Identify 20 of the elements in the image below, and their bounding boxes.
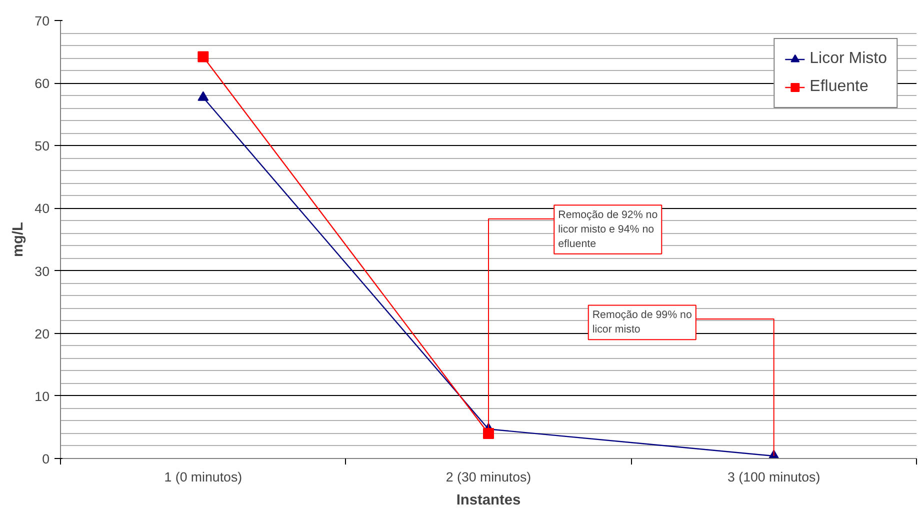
- point: [198, 91, 209, 101]
- point: [483, 428, 494, 439]
- point: [198, 51, 209, 62]
- y-tick-label: 60: [34, 76, 50, 92]
- annotation: Remoção de 99% no licor misto: [592, 309, 692, 336]
- x-tick-label: 1 (0 minutos): [164, 470, 242, 484]
- annotation: Remoção de 92% no licor misto e 94% no efluente: [558, 209, 658, 250]
- x-tick-label: 2 (30 minutos): [446, 470, 532, 484]
- legend-label: Efluente: [810, 78, 868, 96]
- y-tick-label: 10: [34, 388, 50, 404]
- y-tick-label: 0: [42, 452, 50, 466]
- y-tick-label: 70: [34, 14, 50, 28]
- y-tick-label: 40: [34, 201, 50, 216]
- x-axis-title: Instantes: [456, 492, 521, 508]
- legend-label: Licor Misto: [810, 50, 887, 68]
- x-tick-label: 3 (100 minutos): [728, 470, 820, 484]
- y-tick-label: 30: [34, 264, 50, 279]
- y-tick-label: 50: [34, 138, 50, 154]
- y-tick-label: 20: [34, 326, 50, 342]
- y-axis-title: mg/L: [10, 222, 27, 258]
